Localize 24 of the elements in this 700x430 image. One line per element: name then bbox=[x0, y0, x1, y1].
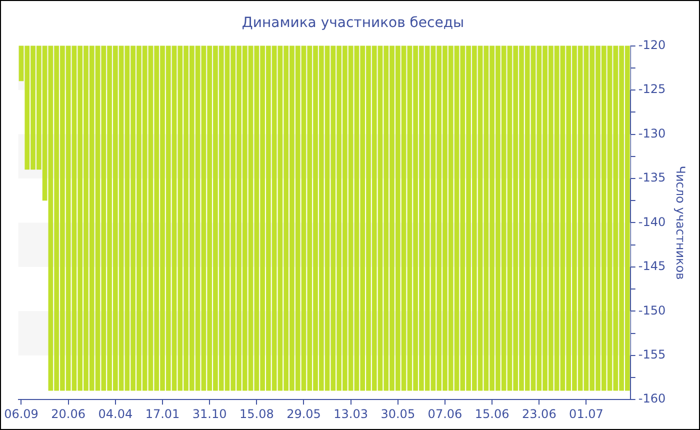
y-tick-label: -125 bbox=[638, 82, 666, 96]
x-tick-label: 23.06 bbox=[522, 406, 556, 421]
x-tick-label: 15.08 bbox=[239, 406, 274, 421]
x-tick-label: 01.07 bbox=[569, 406, 604, 421]
y-axis-title: Число участников bbox=[674, 166, 688, 280]
x-tick-label: 30.05 bbox=[380, 406, 416, 421]
y-tick-label: -120 bbox=[638, 38, 666, 52]
x-tick-label: 13.03 bbox=[334, 406, 368, 421]
y-tick-label: -160 bbox=[638, 392, 666, 406]
x-tick-label: 20.06 bbox=[51, 406, 86, 421]
x-tick-label: 29.05 bbox=[286, 406, 321, 421]
y-tick-label: -130 bbox=[638, 126, 666, 140]
x-tick-label: 15.06 bbox=[474, 406, 510, 421]
y-tick-label: -150 bbox=[638, 303, 666, 318]
y-tick-label: -155 bbox=[638, 348, 666, 362]
chart-title: Динамика участников беседы bbox=[242, 15, 464, 32]
x-tick-label: 04.04 bbox=[98, 406, 133, 421]
x-tick-label: 17.01 bbox=[145, 406, 180, 421]
x-tick-label: 07.06 bbox=[428, 406, 462, 421]
y-tick-label: -140 bbox=[638, 214, 666, 229]
x-tick-label: 06.09 bbox=[4, 406, 38, 421]
y-tick-label: -135 bbox=[638, 170, 666, 185]
x-tick-label: 31.10 bbox=[192, 406, 227, 421]
y-tick-label: -145 bbox=[638, 259, 666, 274]
